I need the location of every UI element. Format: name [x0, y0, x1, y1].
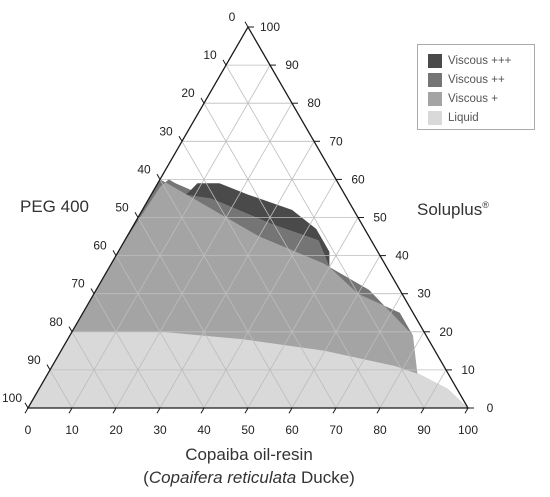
bottom-tick-label: 70	[329, 423, 343, 437]
legend-entry-viscous-2: Viscous ++	[428, 70, 528, 89]
right-tick-label: 50	[373, 211, 387, 225]
grid-line	[181, 141, 337, 409]
right-axis-title-sup: ®	[482, 200, 489, 210]
bottom-axis-subtitle-italic: Copaifera reticulata	[149, 468, 296, 487]
left-tick-mark	[46, 364, 51, 371]
grid-line	[71, 331, 117, 409]
bottom-tick-mark	[244, 407, 249, 414]
right-tick-label: 90	[285, 58, 299, 72]
left-tick-mark	[134, 212, 139, 218]
right-tick-label: 10	[461, 363, 475, 377]
bottom-tick-label: 50	[241, 423, 255, 437]
bottom-tick-label: 80	[373, 423, 387, 437]
legend-label: Viscous ++	[448, 73, 505, 86]
bottom-tick-mark	[332, 407, 337, 414]
bottom-tick-mark	[200, 407, 205, 414]
left-tick-mark	[178, 135, 183, 142]
legend-swatch	[428, 91, 442, 106]
bottom-tick-mark	[420, 407, 425, 414]
grid-line	[115, 255, 205, 409]
legend-entry-liquid: Liquid	[428, 108, 528, 127]
bottom-axis-subtitle-rest: Ducke)	[296, 468, 355, 487]
left-tick-label: 40	[137, 162, 151, 176]
grid-line	[71, 64, 271, 409]
bottom-tick-mark	[288, 407, 293, 414]
left-tick-label: 70	[71, 277, 85, 291]
bottom-tick-mark	[464, 407, 469, 414]
right-tick-label: 80	[307, 96, 321, 110]
right-tick-label: 20	[439, 325, 453, 339]
bottom-tick-mark	[376, 407, 381, 414]
left-tick-mark	[68, 326, 73, 333]
bottom-axis-subtitle: (Copaifera reticulata Ducke)	[143, 468, 355, 487]
left-tick-label: 100	[2, 391, 22, 405]
right-tick-label: 40	[395, 249, 409, 263]
bottom-tick-label: 30	[153, 423, 167, 437]
left-tick-label: 10	[203, 48, 217, 62]
grid-line	[137, 217, 249, 409]
right-tick-label: 100	[260, 20, 280, 34]
legend-entry-viscous-1: Viscous +	[428, 89, 528, 108]
bottom-tick-label: 60	[285, 423, 299, 437]
legend-swatch	[428, 72, 442, 87]
legend-label: Viscous +	[448, 92, 498, 105]
grid-line	[159, 141, 315, 409]
left-tick-label: 30	[159, 124, 173, 138]
bottom-tick-mark	[112, 407, 117, 414]
grid-line	[335, 293, 403, 409]
left-tick-label: 80	[49, 315, 63, 329]
left-tick-mark	[112, 250, 117, 256]
grid-line	[93, 293, 161, 409]
grid-line	[49, 369, 73, 409]
chart-grid	[49, 64, 447, 409]
region-viscous	[72, 179, 418, 374]
bottom-axis-title: Copaiba oil-resin	[185, 445, 313, 464]
bottom-tick-label: 90	[417, 423, 431, 437]
bottom-tick-mark	[68, 407, 73, 414]
bottom-tick-label: 100	[458, 423, 478, 437]
bottom-tick-label: 10	[65, 423, 79, 437]
bottom-tick-label: 40	[197, 423, 211, 437]
left-tick-mark	[244, 21, 249, 28]
grid-line	[379, 331, 425, 409]
legend-swatch	[428, 110, 442, 125]
left-tick-mark	[24, 402, 29, 409]
grid-line	[225, 64, 425, 409]
legend-swatch	[428, 53, 442, 68]
left-tick-mark	[156, 173, 161, 180]
right-axis-title: Soluplus®	[417, 200, 489, 219]
right-axis-title-text: Soluplus	[417, 200, 482, 219]
right-tick-label: 0	[487, 401, 494, 415]
right-tick-label: 30	[417, 287, 431, 301]
legend-label: Viscous +++	[448, 54, 512, 67]
bottom-tick-label: 20	[109, 423, 123, 437]
bottom-axis-subtitle-open: (	[143, 468, 149, 487]
bottom-tick-label: 0	[25, 423, 32, 437]
region-viscous	[186, 183, 330, 267]
left-tick-label: 0	[229, 10, 236, 24]
tick-labels: 0 10 20 30 40 50 60 70 80 90 100010203040506070809…	[2, 10, 494, 437]
grid-line	[247, 217, 359, 409]
left-tick-mark	[222, 59, 227, 66]
grid-line	[423, 369, 447, 409]
left-tick-label: 20	[181, 86, 195, 100]
left-axis-title: PEG 400	[20, 197, 89, 216]
left-tick-label: 60	[93, 239, 107, 253]
bottom-tick-mark	[24, 407, 29, 414]
grid-line	[291, 255, 381, 409]
left-tick-mark	[90, 288, 95, 294]
bottom-tick-mark	[156, 407, 161, 414]
legend-entry-viscous-3: Viscous +++	[428, 51, 528, 70]
legend-label: Liquid	[448, 111, 479, 124]
left-tick-label: 50	[115, 201, 129, 215]
left-tick-mark	[200, 97, 205, 104]
right-tick-label: 60	[351, 172, 365, 186]
right-tick-label: 70	[329, 134, 343, 148]
left-tick-label: 90	[27, 353, 41, 367]
legend: Viscous +++ Viscous ++ Viscous + Liquid	[417, 44, 535, 130]
axis-titles: PEG 400 Soluplus® Copaiba oil-resin (Cop…	[20, 197, 489, 487]
